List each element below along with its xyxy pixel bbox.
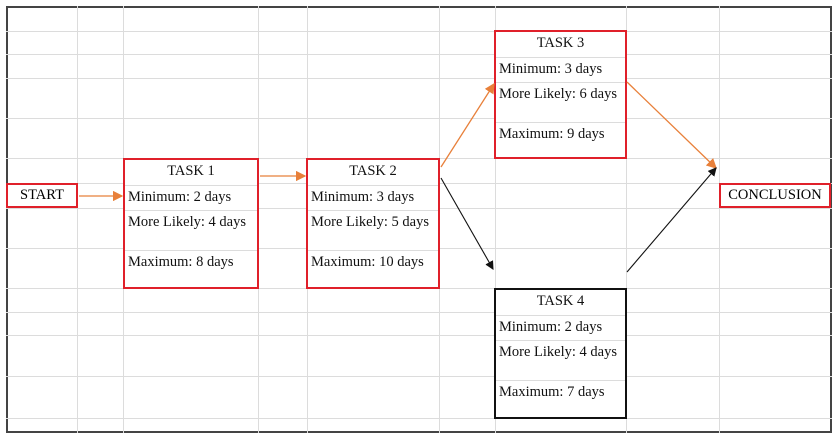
task-title: TASK 4: [496, 290, 625, 316]
task-likely: More Likely: 5 days: [308, 211, 438, 251]
task-minimum: Minimum: 2 days: [496, 316, 625, 341]
grid-row-line: [6, 335, 832, 336]
task-maximum: Maximum: 7 days: [499, 384, 605, 400]
grid-column-line: [495, 6, 496, 433]
grid-column-line: [626, 6, 627, 433]
grid-column-line: [77, 6, 78, 433]
grid-row-line: [6, 54, 832, 55]
task-maximum: Maximum: 8 days: [128, 254, 234, 270]
grid-column-line: [719, 6, 720, 433]
task-title: TASK 1: [125, 160, 257, 186]
task-title: TASK 3: [496, 32, 625, 58]
task-3-node[interactable]: TASK 3 Minimum: 3 days More Likely: 6 da…: [494, 30, 627, 159]
task-likely: More Likely: 6 days: [496, 83, 625, 123]
grid-row-line: [6, 312, 832, 313]
grid-row-line: [6, 418, 832, 419]
task-4-node[interactable]: TASK 4 Minimum: 2 days More Likely: 4 da…: [494, 288, 627, 419]
task-minimum: Minimum: 3 days: [496, 58, 625, 83]
grid-row-line: [6, 118, 832, 119]
arrow-task2-task4: [440, 177, 494, 270]
arrow-task3-conclusion: [626, 81, 717, 169]
task-minimum: Minimum: 2 days: [125, 186, 257, 211]
task-likely: More Likely: 4 days: [125, 211, 257, 251]
task-2-node[interactable]: TASK 2 Minimum: 3 days More Likely: 5 da…: [306, 158, 440, 289]
arrow-task2-task3: [440, 82, 495, 168]
grid-row-line: [6, 31, 832, 32]
task-maximum: Maximum: 9 days: [499, 126, 605, 142]
start-node[interactable]: START: [6, 183, 78, 208]
task-1-node[interactable]: TASK 1 Minimum: 2 days More Likely: 4 da…: [123, 158, 259, 289]
task-title: TASK 2: [308, 160, 438, 186]
task-maximum: Maximum: 10 days: [311, 254, 424, 270]
grid-row-line: [6, 376, 832, 377]
task-minimum: Minimum: 3 days: [308, 186, 438, 211]
grid-row-line: [6, 78, 832, 79]
arrow-task4-conclusion: [626, 167, 717, 273]
conclusion-node[interactable]: CONCLUSION: [719, 183, 831, 208]
task-likely: More Likely: 4 days: [496, 341, 625, 381]
